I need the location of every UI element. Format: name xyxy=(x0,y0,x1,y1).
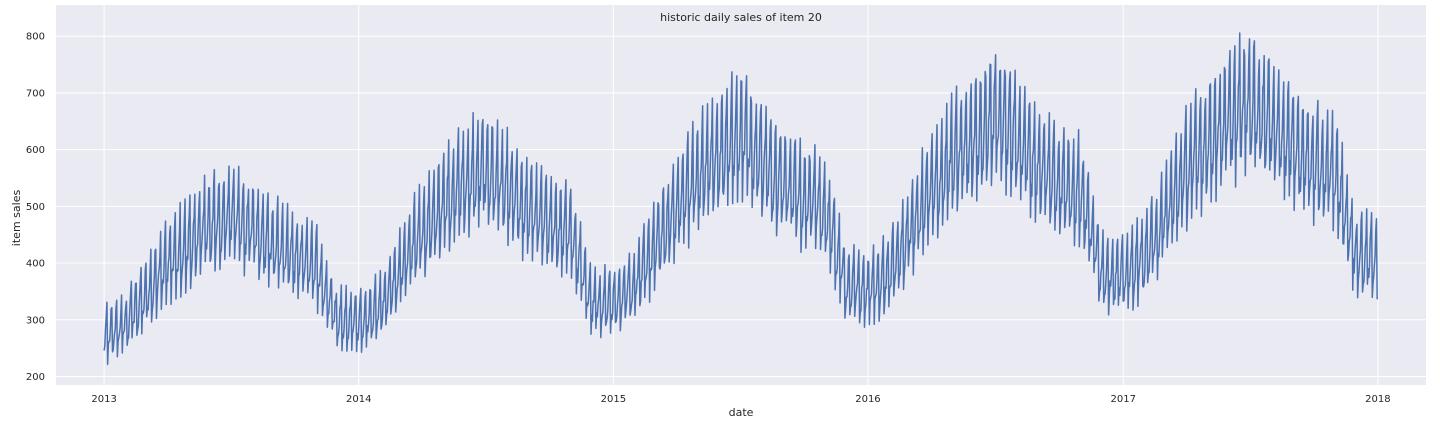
x-tick-label: 2013 xyxy=(91,394,116,405)
chart-title: historic daily sales of item 20 xyxy=(660,11,822,24)
x-tick-label: 2016 xyxy=(855,394,880,405)
x-tick-label: 2014 xyxy=(346,394,371,405)
y-axis-ticks: 200 300 400 500 600 700 800 xyxy=(26,32,45,383)
x-tick-label: 2017 xyxy=(1111,394,1136,405)
y-tick-label: 500 xyxy=(26,202,45,213)
y-tick-label: 600 xyxy=(26,145,45,156)
x-tick-label: 2015 xyxy=(601,394,626,405)
y-tick-label: 800 xyxy=(26,32,45,43)
grid xyxy=(56,5,1426,385)
y-tick-label: 200 xyxy=(26,372,45,383)
plot-background xyxy=(56,5,1426,385)
x-tick-label: 2018 xyxy=(1365,394,1390,405)
y-tick-label: 300 xyxy=(26,315,45,326)
sales-series-line xyxy=(103,32,1378,366)
y-tick-label: 400 xyxy=(26,259,45,270)
y-tick-label: 700 xyxy=(26,88,45,99)
y-axis-label: item sales xyxy=(10,190,23,247)
x-axis-label: date xyxy=(729,406,754,419)
x-axis-ticks: 2013 2014 2015 2016 2017 2018 xyxy=(91,394,1390,405)
